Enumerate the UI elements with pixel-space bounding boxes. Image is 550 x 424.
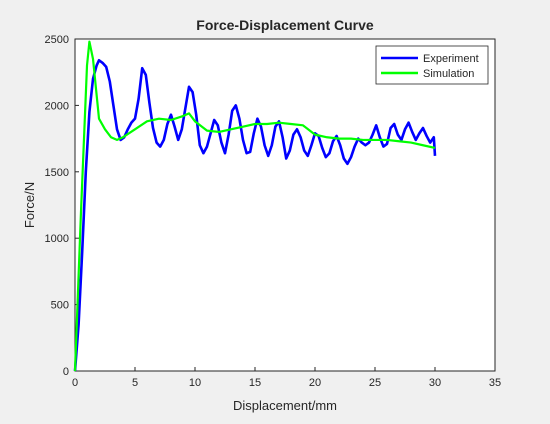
legend-label-simulation: Simulation [423, 68, 474, 80]
y-tick-label: 2500 [45, 34, 69, 46]
chart-title: Force-Displacement Curve [196, 17, 374, 33]
x-tick-label: 20 [309, 377, 321, 389]
y-tick-label: 2000 [45, 100, 69, 112]
x-tick-label: 30 [429, 377, 441, 389]
y-tick-label: 500 [51, 300, 69, 312]
x-tick-label: 35 [489, 377, 501, 389]
y-tick-label: 0 [63, 366, 69, 378]
x-tick-label: 10 [189, 377, 201, 389]
y-tick-label: 1500 [45, 167, 69, 179]
y-tick-label: 1000 [45, 233, 69, 245]
x-tick-label: 0 [72, 377, 78, 389]
x-tick-label: 15 [249, 377, 261, 389]
legend-box [375, 45, 489, 85]
series-line-simulation [73, 40, 436, 372]
x-axis-ticks: 0 5 10 15 20 25 30 35 [72, 367, 501, 389]
legend-label-experiment: Experiment [423, 53, 479, 65]
x-tick-label: 25 [369, 377, 381, 389]
series-line-experiment [73, 58, 437, 372]
x-tick-label: 5 [132, 377, 138, 389]
y-axis-label: Force/N [22, 182, 37, 228]
x-axis-label: Displacement/mm [233, 398, 337, 413]
series-layer [73, 40, 437, 372]
y-axis-ticks: 0 500 1000 1500 2000 2500 [45, 34, 79, 378]
legend: Experiment Simulation [375, 45, 489, 85]
plot-area [74, 38, 496, 372]
